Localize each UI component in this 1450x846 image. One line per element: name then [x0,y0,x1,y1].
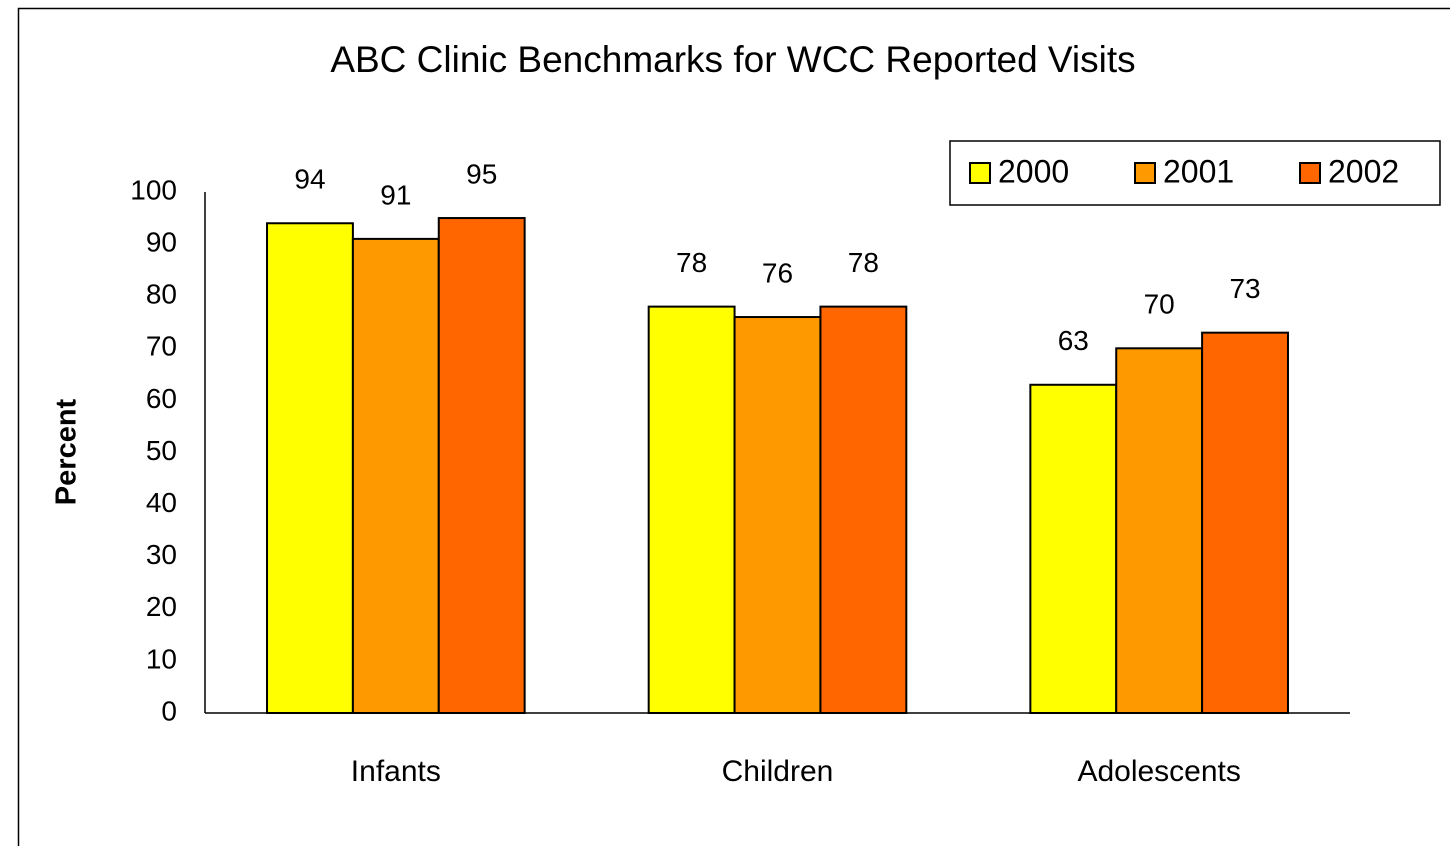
data-label: 91 [380,179,411,210]
y-tick-label: 20 [146,591,177,622]
y-tick-label: 10 [146,643,177,674]
legend-box [949,140,1441,206]
bar [647,305,736,714]
data-label: 73 [1229,273,1260,304]
x-tick-label: Adolescents [1077,755,1240,788]
y-tick-label: 0 [161,695,177,726]
bar [819,305,908,714]
bar [1201,331,1289,714]
bar [266,222,354,714]
data-label: 63 [1058,325,1089,356]
data-label: 78 [848,247,879,278]
data-label: 78 [676,247,707,278]
data-label: 76 [762,257,793,288]
y-axis-label: Percent [51,398,83,505]
legend-label: 2001 [1163,153,1234,189]
x-tick-label: Infants [351,755,441,788]
y-tick-label: 90 [146,226,177,257]
data-label: 94 [294,164,325,195]
bar [733,316,822,714]
x-tick-label: Children [722,755,834,788]
bar [1115,347,1204,714]
y-tick-label: 60 [146,383,177,414]
legend-label: 2000 [998,153,1069,189]
y-tick-label: 80 [146,279,177,310]
y-tick-label: 70 [146,331,177,362]
data-label: 70 [1144,289,1175,320]
y-tick-label: 50 [146,435,177,466]
bar [1029,383,1118,714]
legend-swatch [1134,162,1156,184]
legend-label: 2002 [1328,153,1399,189]
legend-swatch [969,162,991,184]
y-tick-label: 100 [130,174,177,205]
bar [437,217,526,715]
y-tick-label: 40 [146,487,177,518]
chart-title: ABC Clinic Benchmarks for WCC Reported V… [330,39,1135,80]
data-label: 95 [466,158,497,189]
legend-swatch [1299,162,1321,184]
y-tick-label: 30 [146,539,177,570]
bar [351,237,440,714]
